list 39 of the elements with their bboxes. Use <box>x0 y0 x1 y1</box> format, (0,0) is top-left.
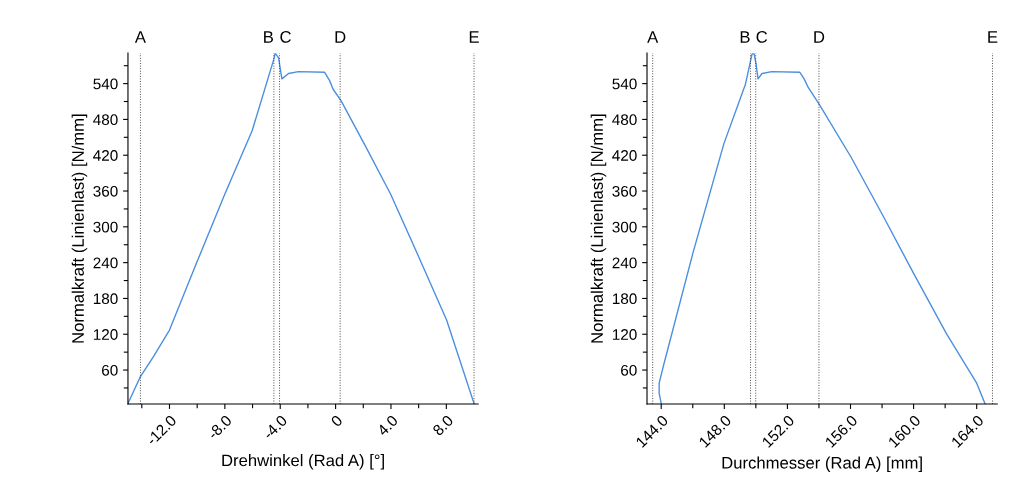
y-tick-label: 180 <box>612 293 637 305</box>
ref-line-label: B <box>264 31 273 43</box>
ref-line-label: E <box>988 31 998 43</box>
x-tick-label: 4.0 <box>376 414 399 437</box>
y-tick-label: 120 <box>93 329 118 340</box>
y-tick-label: 540 <box>93 78 118 90</box>
line-series <box>127 53 475 405</box>
y-tick-label: 240 <box>93 257 118 269</box>
ref-line-label: A <box>134 31 146 43</box>
y-tick-label: 360 <box>93 185 118 197</box>
line-series <box>658 53 986 405</box>
y-axis-title: Normalkraft (Linienlast) [N/mm] <box>71 114 88 343</box>
y-tick-label: 180 <box>93 293 118 305</box>
ref-line-label: E <box>469 31 479 43</box>
y-tick-label: 360 <box>612 185 637 197</box>
y-tick-label: 480 <box>93 114 118 126</box>
y-tick-label: 60 <box>621 364 637 376</box>
y-tick-label: 240 <box>612 257 637 269</box>
x-tick-label: 0 <box>330 414 344 428</box>
y-tick-label: 60 <box>102 364 118 376</box>
y-tick-label: 300 <box>93 221 118 233</box>
ref-line-label: A <box>647 31 659 43</box>
y-tick-label: 420 <box>93 150 118 161</box>
ref-line-label: D <box>814 31 825 43</box>
ref-line-label: C <box>280 31 291 43</box>
x-axis-title: Durchmesser (Rad A) [mm] <box>722 456 922 472</box>
y-tick-label: 480 <box>612 114 637 126</box>
y-tick-label: 540 <box>612 78 637 90</box>
x-tick-label: 8.0 <box>432 414 454 437</box>
x-tick-label: -8.0 <box>207 414 233 440</box>
y-tick-label: 120 <box>612 329 637 340</box>
x-axis-title: Drehwinkel (Rad A) [°] <box>222 454 384 470</box>
ref-line-label: D <box>335 31 346 43</box>
ref-line-label: C <box>756 31 768 43</box>
y-tick-label: 300 <box>612 221 637 233</box>
ref-line-label: B <box>740 31 750 43</box>
x-tick-label: -4.0 <box>262 414 288 440</box>
y-axis-title: Normalkraft (Linienlast) [N/mm] <box>590 114 607 343</box>
y-tick-label: 420 <box>612 150 637 161</box>
